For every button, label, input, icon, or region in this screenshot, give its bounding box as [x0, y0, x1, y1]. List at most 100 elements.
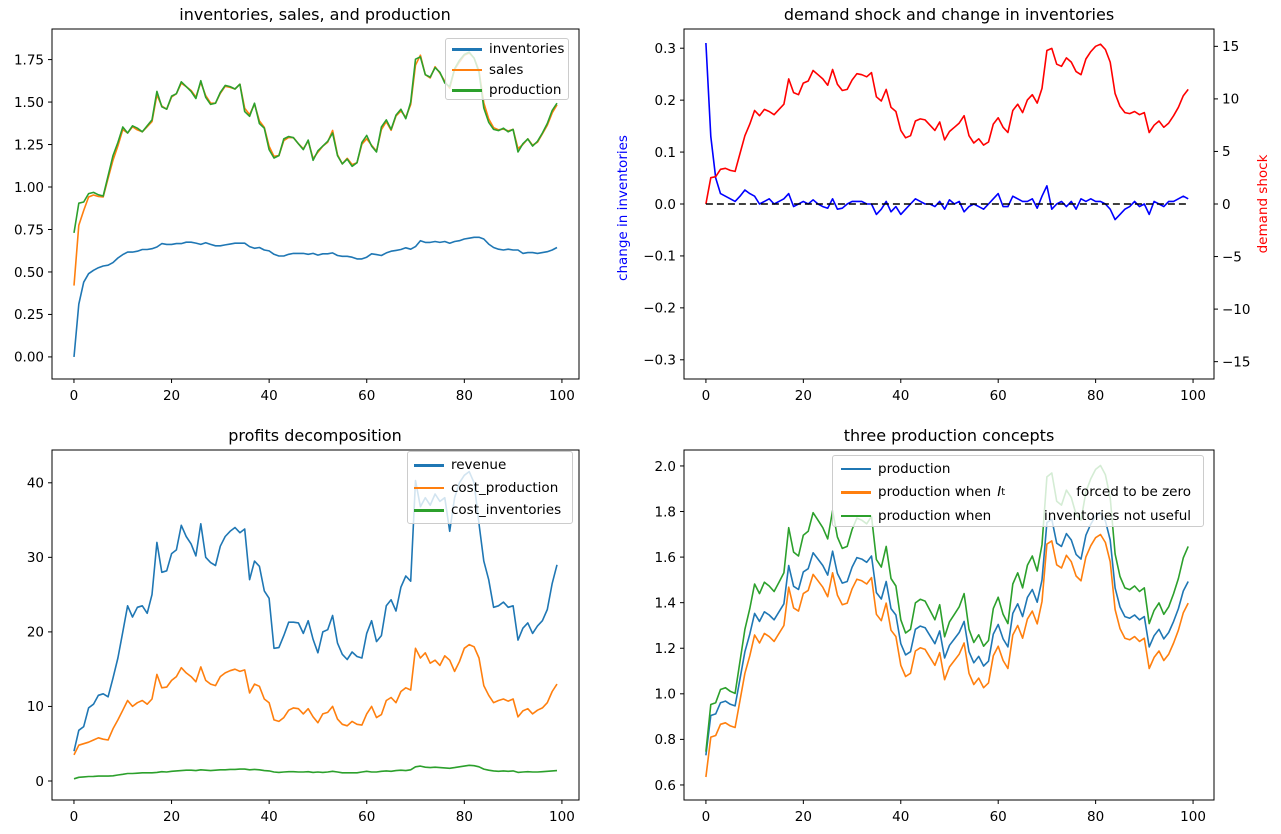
- tick-label: 80: [456, 809, 473, 825]
- tick-label: 0: [70, 388, 79, 404]
- cost-production-line-swatch: [414, 486, 444, 489]
- tick-label: 100: [549, 809, 575, 825]
- tick-label: 80: [1087, 388, 1104, 404]
- legend-label: cost_production: [451, 479, 559, 496]
- tick-label: 1.8: [655, 504, 676, 520]
- tick-label: 30: [27, 550, 44, 566]
- legend-item-cost-inventories: cost_inventories: [414, 499, 566, 522]
- tick-label: 40: [892, 809, 909, 825]
- legend-label: inventories: [489, 41, 565, 58]
- tick-label: 0.00: [14, 350, 44, 366]
- tick-label: 100: [1180, 809, 1206, 825]
- sales-line-swatch: [452, 68, 482, 71]
- tick-label: 60: [990, 809, 1007, 825]
- legend-label: production when: [878, 507, 992, 524]
- tick-label: 1.0: [655, 687, 676, 703]
- tick-label: 10: [1222, 92, 1239, 108]
- tick-label: 1.00: [14, 180, 44, 196]
- tick-label: 0.6: [655, 778, 676, 794]
- production-forced-zero-line-swatch: [841, 491, 871, 494]
- production-no-inventories-line-swatch: [841, 514, 871, 517]
- tick-label: 1.6: [655, 550, 676, 566]
- series-production-when-it-forced-to-be-zero: [705, 533, 1189, 778]
- y-axis-label-demand-shock: demand shock: [1255, 154, 1271, 254]
- tick-label: 60: [990, 388, 1007, 404]
- math-subscript: t: [1001, 486, 1006, 498]
- tick-label: 1.75: [14, 52, 44, 68]
- tick-label: 20: [27, 625, 44, 641]
- tick-label: 100: [1180, 388, 1206, 404]
- tick-label: 1.4: [655, 595, 676, 611]
- inventories-line-swatch: [452, 48, 482, 51]
- chart-title-inventories-sales-production: inventories, sales, and production: [179, 5, 451, 24]
- series-inventories: [73, 236, 558, 357]
- tick-label: 1.25: [14, 137, 44, 153]
- chart-title-demand-shock: demand shock and change in inventories: [783, 5, 1115, 24]
- tick-label: 20: [795, 809, 812, 825]
- tick-label: 0.3: [655, 41, 676, 57]
- tick-label: 0.75: [14, 222, 44, 238]
- legend-bottom-left: revenue cost_production cost_inventories: [407, 451, 573, 524]
- tick-label: 40: [27, 476, 44, 492]
- legend-label-col2: inventories not useful: [1044, 507, 1191, 524]
- revenue-line-swatch: [414, 464, 444, 467]
- legend-item-production-no-inventories: production when inventories not useful: [841, 504, 1195, 528]
- chart-title-profits-decomposition: profits decomposition: [228, 426, 402, 445]
- y-axis-label-change-in-inventories: change in inventories: [615, 135, 631, 281]
- chart-title-three-production-concepts: three production concepts: [843, 426, 1055, 445]
- legend-item-production: production: [452, 80, 562, 101]
- tick-label: 1.50: [14, 95, 44, 111]
- tick-label: 40: [261, 809, 278, 825]
- series-cost-production: [73, 643, 558, 756]
- tick-label: 0: [1222, 197, 1231, 213]
- tick-label: −10: [1222, 302, 1251, 318]
- tick-label: 0: [702, 809, 711, 825]
- legend-item-sales: sales: [452, 60, 562, 81]
- tick-label: −0.3: [643, 353, 676, 369]
- legend-item-revenue: revenue: [414, 454, 566, 477]
- tick-label: 80: [456, 388, 473, 404]
- legend-item-inventories: inventories: [452, 39, 565, 60]
- legend-label: production: [878, 460, 951, 477]
- legend-item-cost-production: cost_production: [414, 477, 566, 500]
- cost-inventories-line-swatch: [414, 509, 444, 512]
- tick-label: −0.1: [643, 249, 676, 265]
- tick-label: 40: [892, 388, 909, 404]
- tick-label: 15: [1222, 39, 1239, 55]
- series-change-in-inventories: [705, 42, 1189, 221]
- tick-label: 40: [261, 388, 278, 404]
- legend-label: cost_inventories: [451, 502, 562, 519]
- tick-label: 5: [1222, 144, 1231, 160]
- tick-label: 0.25: [14, 307, 44, 323]
- tick-label: 10: [27, 699, 44, 715]
- tick-label: −5: [1222, 249, 1242, 265]
- axes-spines: [51, 449, 580, 801]
- axes-spines: [683, 449, 1215, 801]
- tick-label: 100: [549, 388, 575, 404]
- tick-label: 60: [358, 388, 375, 404]
- series-cost-inventories: [73, 764, 558, 780]
- tick-label: 20: [795, 388, 812, 404]
- tick-label: 0.8: [655, 732, 676, 748]
- tick-label: 80: [1087, 809, 1104, 825]
- series-demand-shock: [705, 43, 1189, 205]
- legend-top-left: inventories sales production: [445, 38, 569, 100]
- tick-label: 20: [163, 809, 180, 825]
- legend-label: revenue: [451, 457, 507, 474]
- tick-label: −15: [1222, 354, 1251, 370]
- tick-label: 1.2: [655, 641, 676, 657]
- tick-label: 0.1: [655, 145, 676, 161]
- tick-label: −0.2: [643, 301, 676, 317]
- tick-label: 0: [70, 809, 79, 825]
- axes-spines: [51, 28, 580, 380]
- legend-label: production: [489, 82, 562, 99]
- tick-label: 0.0: [655, 197, 676, 213]
- legend-label: sales: [489, 61, 524, 78]
- legend-label: production when: [878, 484, 992, 501]
- production-line-swatch: [452, 89, 482, 92]
- tick-label: 20: [163, 388, 180, 404]
